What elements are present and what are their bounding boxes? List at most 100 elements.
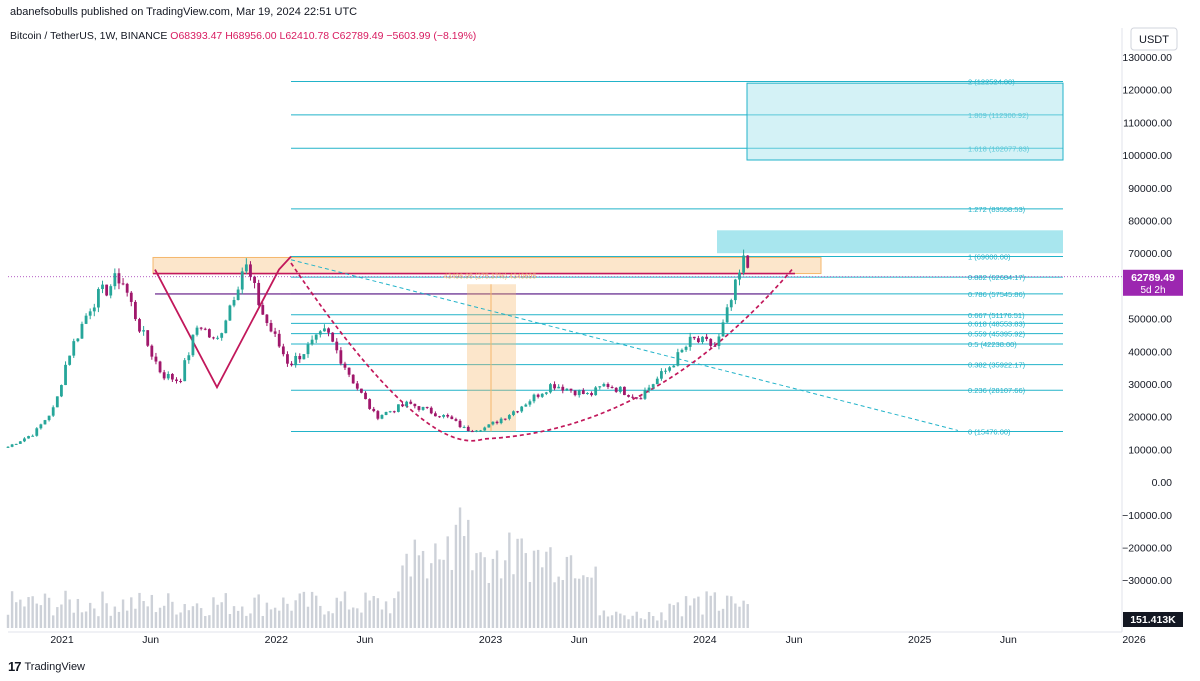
volume-bar [709,595,712,628]
candle-body [701,336,704,343]
candle-body [154,356,158,362]
currency-button[interactable] [1130,27,1178,51]
candle-body [347,367,351,375]
volume-bar [425,578,429,628]
candle-body [651,384,655,388]
volume-bar [594,566,597,628]
volume-bar [676,602,680,628]
volume-bar [397,591,400,628]
fib-label: 1.618 (102077.83) [968,144,1030,153]
candle-body [729,300,733,308]
candle-body [454,419,458,421]
volume-bar [162,605,166,628]
extension-zone [746,82,1064,161]
candle-body [458,420,462,428]
fib-label: 0.236 (28107.66) [968,386,1026,395]
candle-body [742,255,745,273]
fib-label: 1 (69000.00) [968,252,1011,261]
volume-bar [167,593,170,628]
open-value: O68393.47 [170,30,223,42]
volume-bar [610,615,614,628]
candle-body [565,388,569,391]
candle-body [483,427,487,431]
candle-body [146,330,150,346]
y-tick-label: 30000.00 [1128,379,1172,391]
candle-body [610,386,614,388]
volume-bar [339,601,343,628]
volume-bar [549,547,552,628]
volume-bar [64,590,67,628]
candle-body [397,404,400,412]
volume-bar [734,603,737,628]
volume-bar [6,614,10,628]
volume-bar [495,550,499,628]
candle-body [442,415,446,417]
volume-bar [265,602,269,628]
volume-bar [84,611,88,628]
candle-body [507,415,511,419]
volume-bar [88,602,92,628]
volume-bar [179,612,182,628]
volume-bar [680,616,684,628]
volume-bar [204,616,207,628]
candle-body [355,383,359,389]
candle-body [121,283,125,285]
volume-bar [586,577,589,628]
candle-body [643,390,647,399]
candle-body [499,418,503,424]
candle-body [269,323,273,332]
candle-body [310,339,314,345]
candle-body [717,336,721,346]
fib-label: 1.809 (112300.92) [968,111,1029,120]
x-tick-label: Jun [1000,634,1017,646]
candle-body [142,330,146,332]
candle-body [688,336,692,347]
high-value: H68956.00 [225,30,277,42]
candle-body [47,415,51,421]
candle-body [561,386,565,391]
volume-bar [191,606,195,628]
candle-body [101,284,104,290]
candle-body [705,336,709,339]
volume-bar [138,592,141,628]
volume-bar [175,614,178,628]
volume-bar [557,576,560,628]
volume-bar [60,604,63,628]
volume-bar [635,611,638,628]
fib-label: 0.618 (48553.83) [968,319,1026,328]
volume-bar [335,597,338,628]
volume-bar [241,606,244,628]
fib-label: 2 (122524.00) [968,77,1015,86]
candle-body [170,373,174,380]
candle-body [212,337,215,339]
volume-bar [269,609,273,628]
volume-bar [631,615,634,628]
volume-bar [701,614,704,628]
volume-bar [261,615,264,628]
candle-body [199,327,203,329]
volume-bar [508,532,511,628]
volume-bar [545,551,548,628]
volume-bar [738,606,741,628]
volume-bar [467,519,470,628]
volume-bar [23,606,26,628]
volume-bar [224,593,228,628]
candle-body [335,341,339,351]
candle-body [413,403,417,407]
candle-body [635,397,639,399]
candle-body [150,345,154,357]
candle-body [516,411,519,413]
volume-bar [421,550,425,628]
volume-bar [627,619,630,628]
candle-body [191,334,195,356]
change-value: −5603.99 (−8.19%) [386,30,477,42]
volume-bar [236,610,240,628]
volume-bar [430,563,433,628]
volume-bar [462,536,466,628]
candle-body [117,273,121,284]
volume-bar [536,549,540,628]
candle-body [639,398,643,400]
fib-label: 1.272 (83558.53) [968,205,1026,214]
x-tick-label: Jun [786,634,803,646]
